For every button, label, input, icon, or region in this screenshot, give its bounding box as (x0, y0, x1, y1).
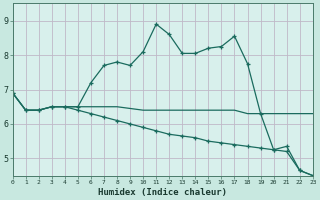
X-axis label: Humidex (Indice chaleur): Humidex (Indice chaleur) (98, 188, 227, 197)
